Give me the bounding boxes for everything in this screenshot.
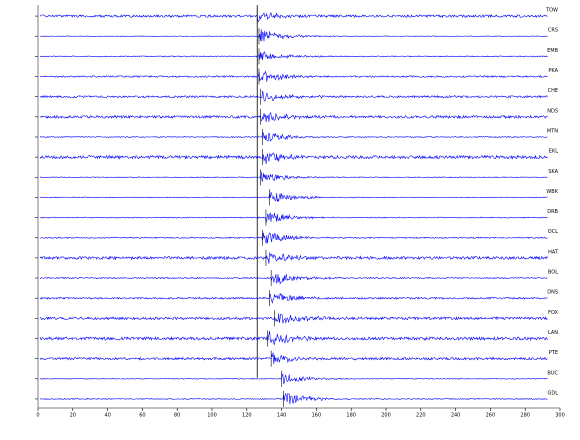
- x-tick-label: 200: [381, 413, 391, 419]
- station-label: CRS: [548, 28, 558, 34]
- station-label: PTE: [549, 350, 558, 356]
- x-tick-label: 260: [486, 413, 496, 419]
- waveform: [39, 111, 548, 123]
- x-tick-label: 80: [174, 413, 180, 419]
- waveform: [39, 191, 548, 202]
- station-label: SKA: [548, 169, 558, 175]
- x-tick-label: 60: [139, 413, 145, 419]
- waveform: [39, 293, 548, 304]
- station-label: EKL: [549, 149, 558, 155]
- x-tick-label: 300: [555, 413, 565, 419]
- station-label: CHE: [548, 88, 558, 94]
- waveform: [39, 392, 548, 405]
- x-tick-label: 140: [277, 413, 287, 419]
- waveform: [39, 313, 548, 324]
- station-label: DRB: [547, 209, 558, 215]
- station-label: BUC: [547, 370, 558, 376]
- waveform: [39, 373, 548, 385]
- x-tick-label: 280: [520, 413, 530, 419]
- waveform: [39, 132, 548, 142]
- station-label: MTN: [547, 128, 558, 134]
- waveform: [39, 171, 548, 182]
- station-label: HAT: [548, 249, 559, 255]
- station-label: WBK: [546, 189, 558, 195]
- waveform: [39, 251, 548, 264]
- x-tick-label: 120: [242, 413, 252, 419]
- x-tick-label: 20: [70, 413, 76, 419]
- x-tick-label: 220: [416, 413, 426, 419]
- station-label: GDL: [547, 390, 558, 396]
- station-label: NDS: [547, 108, 558, 114]
- waveform: [39, 152, 548, 165]
- station-label: PKA: [548, 68, 558, 74]
- x-tick-label: 240: [451, 413, 461, 419]
- station-label: EMB: [547, 48, 558, 54]
- x-tick-label: 160: [312, 413, 322, 419]
- station-label: DNS: [547, 290, 558, 296]
- station-label: TOW: [545, 8, 558, 14]
- waveform: [39, 70, 548, 82]
- waveform: [39, 12, 548, 23]
- waveform: [39, 212, 548, 224]
- station-label: OCL: [548, 229, 558, 235]
- waveform: [39, 352, 548, 365]
- station-label: FOX: [548, 310, 558, 316]
- station-label: LAN: [548, 330, 558, 336]
- station-label: BOL: [548, 270, 558, 276]
- waveform: [39, 51, 548, 61]
- waveform: [39, 232, 548, 244]
- x-tick-label: 0: [36, 413, 39, 419]
- x-tick-label: 40: [104, 413, 110, 419]
- waveform: [39, 29, 548, 42]
- waveform: [39, 274, 548, 285]
- waveform: [39, 330, 548, 346]
- waveform: [39, 90, 548, 102]
- x-tick-label: 100: [207, 413, 217, 419]
- x-tick-label: 180: [346, 413, 356, 419]
